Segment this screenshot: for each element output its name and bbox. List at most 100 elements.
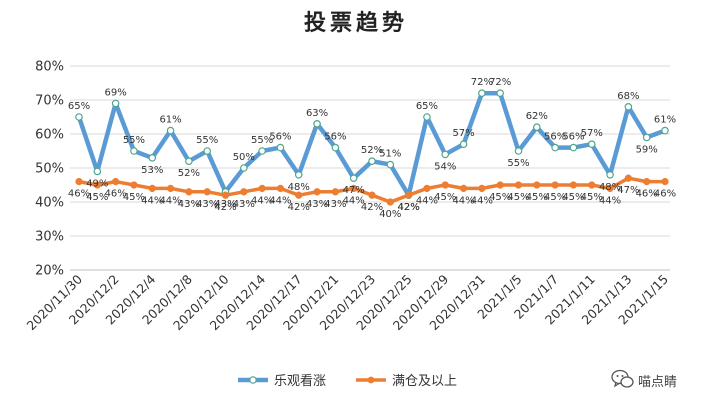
data-label-bullish: 52% — [361, 145, 383, 156]
data-point — [111, 177, 120, 186]
y-tick-label: 80% — [35, 60, 64, 75]
data-point — [93, 167, 102, 176]
y-tick-label: 60% — [35, 128, 64, 143]
data-point — [294, 171, 303, 179]
data-point — [75, 177, 83, 186]
y-tick-label: 30% — [35, 230, 64, 245]
data-point — [569, 143, 578, 152]
data-point — [185, 188, 193, 196]
data-label-full-position: 43% — [306, 199, 328, 210]
data-label-bullish: 56% — [324, 132, 346, 143]
y-tick-label: 20% — [35, 264, 64, 279]
data-point — [496, 181, 504, 189]
data-point — [478, 184, 486, 193]
data-label-full-position: 44% — [269, 195, 291, 206]
data-label-full-position: 43% — [196, 199, 218, 210]
data-label-bullish: 54% — [434, 161, 456, 172]
data-label-full-position: 44% — [471, 195, 493, 206]
data-label-bullish: 69% — [105, 87, 127, 98]
data-label-bullish: 61% — [159, 115, 181, 126]
data-label-bullish: 72% — [471, 77, 493, 88]
data-label-full-position: 44% — [599, 195, 621, 206]
chart-title: 投票趋势 — [304, 10, 408, 36]
series — [75, 89, 669, 206]
data-point — [221, 191, 230, 199]
data-label-bullish: 55% — [251, 135, 273, 146]
data-label-bullish: 56% — [562, 132, 584, 143]
data-point — [240, 188, 248, 196]
data-point — [313, 120, 321, 128]
data-point — [258, 184, 266, 193]
y-tick-label: 70% — [35, 94, 64, 109]
data-label-bullish: 48% — [288, 182, 310, 193]
data-point — [624, 174, 633, 182]
data-point — [661, 126, 669, 135]
data-point — [643, 177, 651, 186]
watermark-label: 喵点睛 — [638, 375, 677, 390]
data-point — [350, 184, 358, 193]
data-point — [93, 181, 101, 189]
series-line-bullish — [76, 90, 668, 198]
y-tick-label: 40% — [35, 196, 64, 211]
data-point — [166, 126, 175, 135]
data-label-full-position: 44% — [343, 195, 365, 206]
data-label-full-position: 44% — [416, 195, 438, 206]
data-label-full-position: 45% — [489, 192, 511, 203]
data-label-full-position: 46% — [105, 189, 127, 200]
data-label-bullish: 55% — [507, 158, 529, 169]
data-label-full-position: 40% — [379, 209, 401, 220]
data-label-bullish: 51% — [379, 149, 401, 160]
data-point — [441, 150, 450, 159]
data-point — [331, 143, 340, 152]
data-point — [203, 188, 211, 196]
data-label-full-position: 42% — [288, 202, 310, 213]
data-point — [551, 143, 559, 152]
legend-item-full-position: 满仓及以上 — [356, 374, 457, 389]
data-label-bullish: 65% — [68, 101, 90, 112]
data-point — [111, 99, 120, 108]
data-label-bullish: 52% — [178, 168, 200, 179]
data-label-full-position: 42% — [214, 202, 236, 213]
data-point — [276, 184, 285, 193]
data-label-bullish: 48% — [599, 182, 621, 193]
data-label-bullish: 59% — [636, 144, 658, 155]
data-label-full-position: 44% — [452, 195, 474, 206]
data-point — [386, 160, 395, 169]
data-label-full-position: 46% — [636, 189, 658, 200]
data-point — [368, 191, 376, 199]
data-point — [588, 181, 596, 189]
data-label-bullish: 42% — [398, 202, 420, 213]
data-label-bullish: 55% — [123, 135, 145, 146]
data-label-bullish: 56% — [544, 132, 566, 143]
data-point — [331, 188, 340, 196]
data-point — [423, 184, 431, 193]
data-point — [276, 143, 285, 152]
watermark: 喵点睛 — [611, 369, 677, 390]
data-label-full-position: 45% — [581, 192, 603, 203]
data-label-full-position: 46% — [68, 189, 90, 200]
data-label-full-position: 44% — [141, 195, 163, 206]
data-label-bullish: 61% — [654, 115, 676, 126]
data-label-full-position: 45% — [526, 192, 548, 203]
data-label-full-position: 45% — [123, 192, 145, 203]
data-point — [587, 140, 596, 149]
data-point — [606, 171, 614, 179]
data-label-full-position: 43% — [178, 199, 200, 210]
data-point — [313, 188, 321, 196]
data-point — [478, 89, 486, 98]
data-label-bullish: 62% — [526, 111, 548, 122]
data-label-full-position: 45% — [544, 192, 566, 203]
data-label-bullish: 57% — [581, 128, 603, 139]
data-point — [459, 184, 468, 193]
data-point — [203, 147, 211, 155]
data-point — [258, 147, 266, 155]
data-point — [533, 123, 541, 132]
data-point — [496, 89, 504, 98]
data-label-bullish: 47% — [343, 185, 365, 196]
data-point — [75, 113, 83, 121]
data-label-bullish: 55% — [196, 135, 218, 146]
data-label-full-position: 42% — [361, 202, 383, 213]
legend-label: 满仓及以上 — [392, 374, 457, 389]
